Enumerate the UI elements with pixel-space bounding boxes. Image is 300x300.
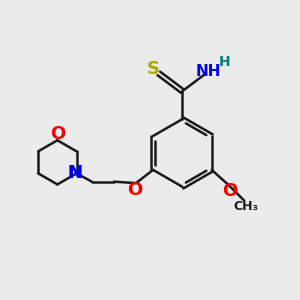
Text: N: N: [68, 164, 83, 182]
Text: N: N: [68, 164, 83, 182]
Text: S: S: [146, 60, 159, 78]
Text: CH₃: CH₃: [233, 200, 258, 214]
Text: H: H: [218, 55, 230, 69]
Text: O: O: [127, 181, 142, 199]
Text: O: O: [50, 125, 65, 143]
Text: NH: NH: [196, 64, 221, 80]
Text: O: O: [222, 182, 238, 200]
